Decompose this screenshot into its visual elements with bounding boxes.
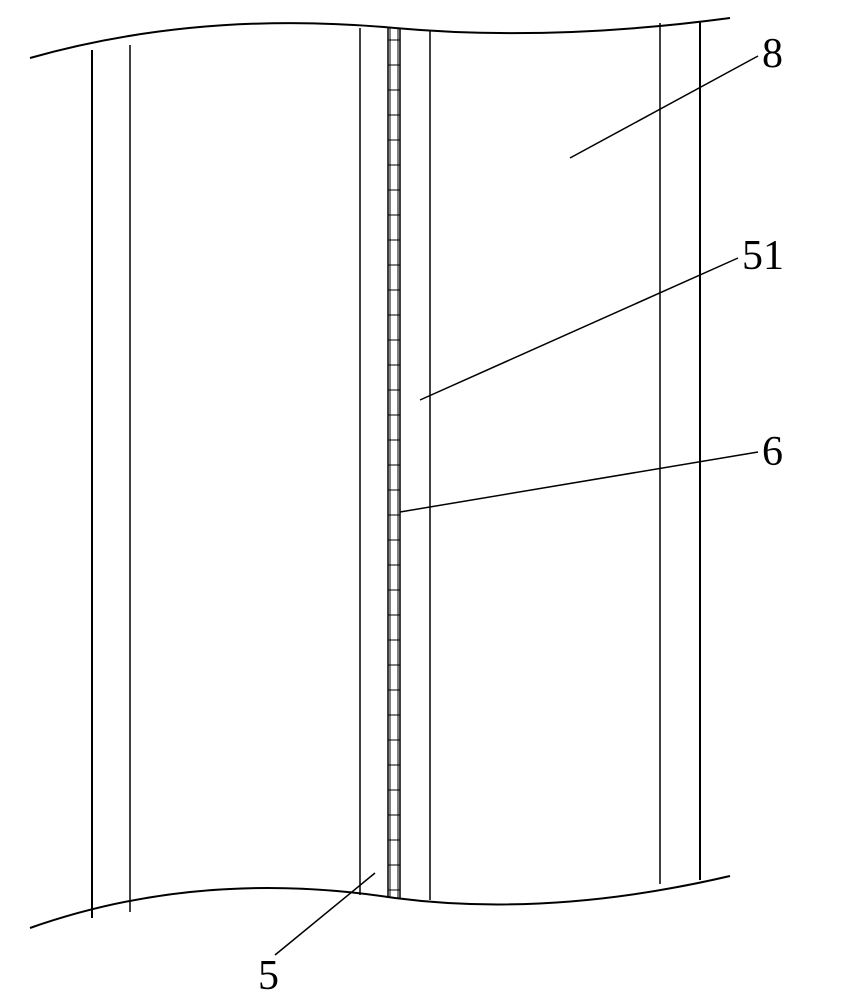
bottom-boundary-curve [30,876,730,928]
leader-line-8 [570,56,758,158]
technical-diagram: 8 51 6 5 [0,0,858,1000]
label-6: 6 [762,428,783,476]
leader-line-5 [275,873,375,955]
top-boundary-curve [30,18,730,58]
label-5: 5 [258,952,279,1000]
leader-line-6 [400,452,758,512]
label-51: 51 [742,232,784,280]
diagram-svg [0,0,858,1000]
leader-line-51 [420,258,738,400]
label-8: 8 [762,30,783,78]
